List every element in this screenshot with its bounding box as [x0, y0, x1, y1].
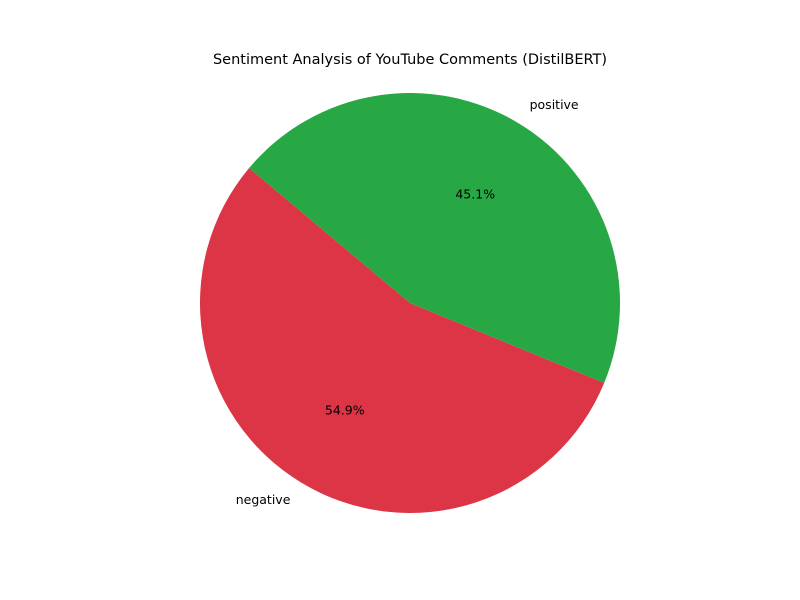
pie-labels: negative 54.9% positive 45.1%: [236, 97, 579, 507]
pie-slice-positive: [249, 92, 621, 383]
pie-slice-negative: [200, 168, 605, 513]
slice-label-positive: positive: [530, 97, 579, 112]
pie-slices: [200, 92, 621, 513]
slice-percent-negative: 54.9%: [325, 402, 365, 417]
slice-percent-positive: 45.1%: [455, 187, 495, 202]
slice-label-negative: negative: [236, 492, 291, 507]
chart-title: Sentiment Analysis of YouTube Comments (…: [213, 52, 607, 68]
